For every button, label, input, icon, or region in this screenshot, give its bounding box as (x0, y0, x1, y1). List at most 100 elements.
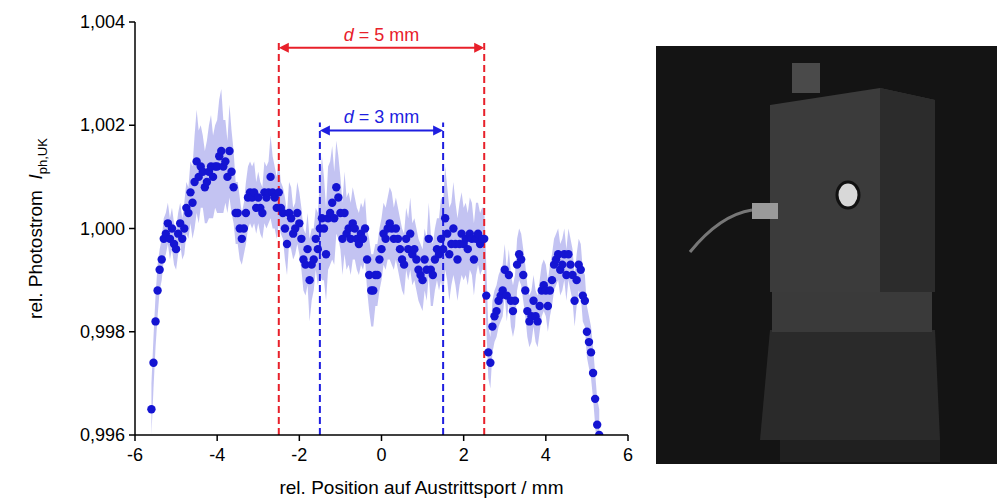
data-point (361, 224, 369, 232)
data-point (295, 219, 303, 227)
data-point (303, 245, 311, 253)
arrow-head (474, 43, 484, 53)
arrow-head (433, 125, 443, 135)
y-tick-label: 1,004 (80, 12, 125, 32)
data-point (217, 147, 225, 155)
data-point (558, 260, 566, 268)
data-point (375, 255, 383, 263)
data-point (548, 276, 556, 284)
dimension-value: = 3 mm (354, 107, 420, 127)
y-tick-label: 1,000 (80, 219, 125, 239)
data-point (441, 214, 449, 222)
photo-stage (760, 330, 940, 440)
data-point (178, 235, 186, 243)
x-axis-title: rel. Position auf Austrittsport / mm (279, 477, 563, 498)
data-point (420, 255, 428, 263)
data-point (151, 317, 159, 325)
data-point (589, 369, 597, 377)
y-axis-title-subscript: ph,UK (35, 138, 50, 174)
data-point (480, 235, 488, 243)
data-point (155, 266, 163, 274)
data-point (225, 147, 233, 155)
data-point (258, 209, 266, 217)
data-point (400, 260, 408, 268)
data-point (240, 224, 248, 232)
x-tick-label: -6 (127, 445, 143, 465)
data-point (322, 250, 330, 258)
data-point (314, 245, 322, 253)
data-point (234, 209, 242, 217)
data-point (425, 235, 433, 243)
y-tick (129, 434, 135, 436)
x-tick (381, 435, 383, 441)
data-point (172, 245, 180, 253)
x-tick-label: -4 (209, 445, 225, 465)
y-axis-title: rel. Photostrom Iph,UK (25, 138, 50, 319)
y-tick-label: 0,998 (80, 322, 125, 342)
y-axis-title-text: rel. Photostrom (25, 180, 46, 319)
photo-mount (772, 290, 932, 332)
x-tick-label: 0 (376, 445, 386, 465)
data-point (334, 193, 342, 201)
dimension-value: = 5 mm (354, 25, 420, 45)
data-point (488, 322, 496, 330)
photo-box-side (880, 88, 935, 292)
data-point (373, 271, 381, 279)
data-point (464, 245, 472, 253)
marker-line (319, 122, 321, 435)
y-tick-label: 0,996 (80, 425, 125, 445)
photo-detector (792, 63, 820, 93)
photo (656, 46, 997, 464)
data-point (509, 307, 517, 315)
data-point (593, 420, 601, 428)
arrow-head (279, 43, 289, 53)
x-tick (299, 435, 301, 441)
data-point (209, 173, 217, 181)
data-point (577, 266, 585, 274)
x-tick (216, 435, 218, 441)
y-tick (129, 125, 135, 127)
photo-connector (752, 203, 778, 219)
y-tick (129, 331, 135, 333)
data-point (412, 255, 420, 263)
dimension-arrow (328, 129, 435, 131)
x-tick-label: 6 (623, 445, 633, 465)
data-point (149, 359, 157, 367)
data-point (147, 405, 155, 413)
x-tick (545, 435, 547, 441)
data-point (482, 291, 490, 299)
data-point (158, 255, 166, 263)
photo-frame (656, 46, 997, 464)
data-point (394, 235, 402, 243)
marker-line (442, 122, 444, 435)
data-point (511, 297, 519, 305)
photo-cable (690, 210, 752, 252)
y-tick (129, 21, 135, 23)
data-point (533, 317, 541, 325)
data-point (583, 328, 591, 336)
dimension-label: d = 5 mm (344, 25, 420, 45)
data-point (180, 224, 188, 232)
data-point (281, 224, 289, 232)
data-point (546, 286, 554, 294)
data-point (396, 245, 404, 253)
data-point (484, 348, 492, 356)
data-point (332, 183, 340, 191)
data-point (517, 255, 525, 263)
arrow-head (320, 125, 330, 135)
data-point (227, 168, 235, 176)
data-point (242, 209, 250, 217)
data-point (470, 255, 478, 263)
data-point (564, 250, 572, 258)
data-point (283, 240, 291, 248)
data-point (153, 286, 161, 294)
x-tick-label: 4 (541, 445, 551, 465)
data-point (581, 297, 589, 305)
data-point (410, 245, 418, 253)
data-point (519, 271, 527, 279)
data-point (188, 198, 196, 206)
data-point (418, 276, 426, 284)
data-point (521, 286, 529, 294)
data-point (312, 235, 320, 243)
data-point (310, 255, 318, 263)
